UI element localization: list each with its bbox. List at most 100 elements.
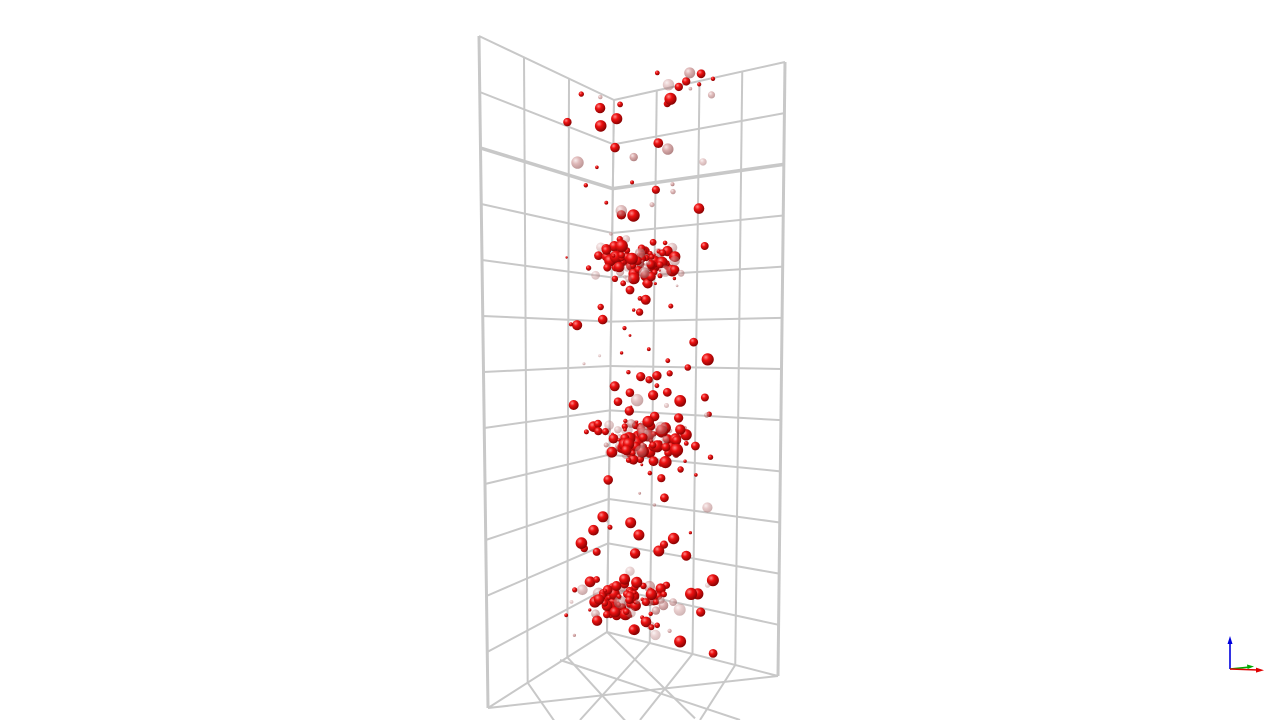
particle xyxy=(598,94,603,100)
particle xyxy=(640,616,652,628)
left-wall-grid-line xyxy=(486,542,609,597)
particle xyxy=(651,185,661,194)
particle xyxy=(563,117,572,127)
particle xyxy=(702,502,713,513)
left-wall-grid-line xyxy=(486,586,609,653)
particle xyxy=(594,613,598,617)
particle xyxy=(616,594,622,599)
particle xyxy=(648,390,659,401)
particle xyxy=(654,421,668,435)
particle xyxy=(697,82,702,87)
particle xyxy=(654,383,660,389)
particle xyxy=(611,581,622,591)
left-wall-grid-line xyxy=(478,35,615,101)
particle xyxy=(591,615,603,626)
particle xyxy=(625,285,635,295)
particle xyxy=(595,165,599,170)
left-wall-grid-line xyxy=(484,409,611,429)
floor-grid-line xyxy=(526,682,555,720)
particle xyxy=(667,628,672,634)
particle xyxy=(661,442,671,452)
particle xyxy=(609,606,621,618)
particle xyxy=(657,596,665,604)
particle xyxy=(593,594,605,605)
particle xyxy=(668,303,674,309)
y-axis-arrow-head xyxy=(1247,664,1254,669)
particle xyxy=(625,276,632,283)
particle xyxy=(675,284,679,288)
particle xyxy=(648,456,659,467)
particle xyxy=(696,69,706,79)
back-wall-grid-line xyxy=(613,112,785,146)
particle xyxy=(603,475,613,485)
particle xyxy=(617,438,621,442)
particle xyxy=(634,248,646,259)
particle xyxy=(598,354,602,358)
particle xyxy=(630,393,644,407)
particle xyxy=(653,282,657,286)
particle xyxy=(674,395,687,407)
particle xyxy=(568,400,579,410)
particle xyxy=(628,625,639,635)
particle xyxy=(674,635,687,648)
left-wall-grid-line xyxy=(481,259,612,279)
particle xyxy=(654,70,660,76)
particle xyxy=(659,249,667,257)
particle xyxy=(633,529,645,541)
particle xyxy=(601,245,612,255)
particle xyxy=(635,308,644,316)
particle xyxy=(625,252,638,265)
particle xyxy=(603,610,611,619)
particle xyxy=(675,424,686,435)
particle xyxy=(640,463,644,467)
floor-grid-line xyxy=(559,659,741,720)
particle xyxy=(615,205,627,217)
particle xyxy=(611,253,616,258)
particle xyxy=(623,427,627,432)
particle xyxy=(609,232,613,236)
particle xyxy=(564,613,569,618)
particle xyxy=(629,152,638,162)
particle xyxy=(623,264,631,272)
particle xyxy=(650,629,661,641)
particle xyxy=(565,256,568,259)
particle xyxy=(582,362,586,366)
back-wall-grid-line xyxy=(607,542,780,575)
particle xyxy=(638,491,642,495)
particle xyxy=(649,254,655,260)
particle xyxy=(622,326,627,331)
particle xyxy=(635,599,641,605)
particle-cloud xyxy=(563,67,719,658)
particle xyxy=(659,456,672,469)
particle xyxy=(613,595,627,609)
particle xyxy=(655,583,666,594)
floor-grid-line xyxy=(639,653,694,720)
particle xyxy=(583,183,588,188)
particle xyxy=(614,426,622,434)
particle xyxy=(674,82,683,92)
particle xyxy=(588,524,599,536)
x-axis-arrow-icon xyxy=(1229,668,1259,671)
particle xyxy=(648,624,655,631)
particle xyxy=(659,265,671,277)
particle xyxy=(683,459,687,463)
particle xyxy=(626,419,636,428)
particle xyxy=(617,101,623,108)
particle xyxy=(629,548,641,559)
particle xyxy=(645,376,653,384)
particle xyxy=(603,263,612,272)
particle xyxy=(594,419,602,428)
particle xyxy=(652,371,662,381)
particle xyxy=(631,576,643,589)
particle xyxy=(619,573,631,585)
particle xyxy=(664,92,677,105)
left-wall-grid-line xyxy=(481,203,613,234)
particle xyxy=(672,276,677,281)
particle xyxy=(638,267,650,279)
particle xyxy=(627,209,640,222)
particle xyxy=(645,260,651,265)
particle xyxy=(569,600,574,604)
particle xyxy=(594,102,606,114)
